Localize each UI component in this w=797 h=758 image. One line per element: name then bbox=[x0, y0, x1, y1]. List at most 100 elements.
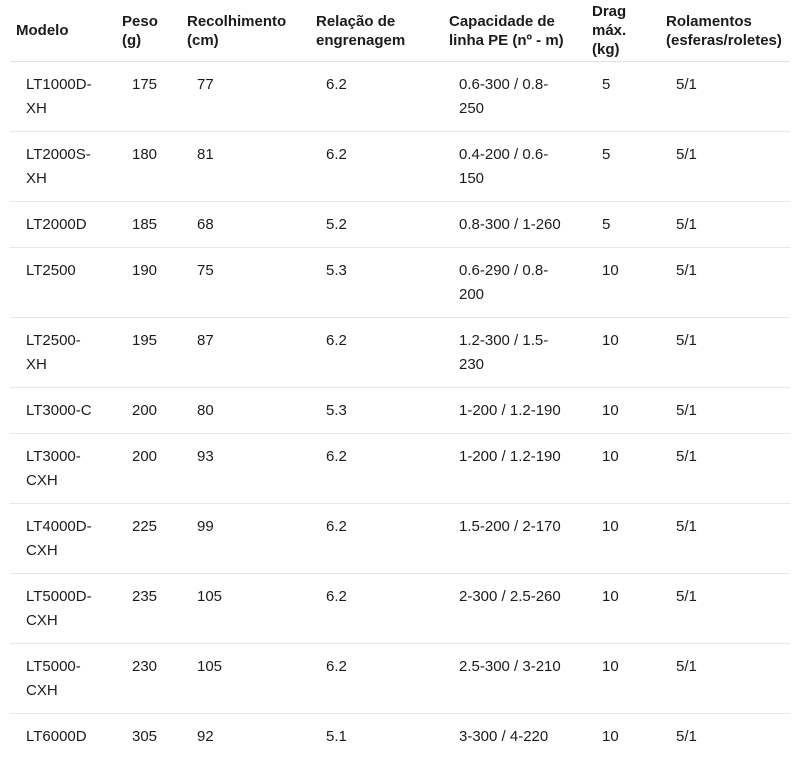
cell-drag: 10 bbox=[586, 433, 660, 504]
table-row: LT2000D 185 68 5.2 0.8-300 / 1-260 5 5/1 bbox=[10, 201, 790, 248]
cell-recolhimento: 87 bbox=[181, 317, 310, 388]
cell-drag: 10 bbox=[586, 247, 660, 318]
cell-modelo: LT5000D-CXH bbox=[10, 573, 116, 644]
cell-rolamentos: 5/1 bbox=[660, 61, 790, 132]
header-row: Modelo Peso (g) Recolhimento (cm) Relaçã… bbox=[10, 0, 790, 62]
cell-drag: 5 bbox=[586, 201, 660, 248]
cell-recolhimento: 80 bbox=[181, 387, 310, 434]
cell-modelo: LT5000-CXH bbox=[10, 643, 116, 714]
cell-modelo: LT2500-XH bbox=[10, 317, 116, 388]
cell-rolamentos: 5/1 bbox=[676, 728, 697, 745]
cell-capacidade: 0.6-300 / 0.8-250 bbox=[443, 61, 586, 132]
cell-drag: 10 bbox=[586, 317, 660, 388]
col-header-relacao: Relação de engrenagem bbox=[310, 0, 443, 62]
cell-relacao: 6.2 bbox=[310, 433, 443, 504]
cell-peso: 230 bbox=[116, 643, 181, 714]
cell-peso: 195 bbox=[116, 317, 181, 388]
cell-recolhimento: 81 bbox=[181, 131, 310, 202]
table-row: LT3000-CXH 200 93 6.2 1-200 / 1.2-190 10 5/1 bbox=[10, 433, 790, 504]
cell-drag: 5 bbox=[586, 131, 660, 202]
table-row: LT4000D-CXH 225 99 6.2 1.5-200 / 2-170 10 5/1 bbox=[10, 503, 790, 574]
cell-capacidade: 1-200 / 1.2-190 bbox=[443, 433, 586, 504]
table-row: LT2500 190 75 5.3 0.6-290 / 0.8-200 10 5/1 bbox=[10, 247, 790, 318]
cell-recolhimento: 99 bbox=[181, 503, 310, 574]
col-header-capacidade: Capacidade de linha PE (nº - m) bbox=[443, 0, 586, 62]
cell-capacidade: 3-300 / 4-220 bbox=[459, 728, 549, 745]
cell-modelo: LT3000-CXH bbox=[10, 433, 116, 504]
cell-capacidade: 1.5-200 / 2-170 bbox=[443, 503, 586, 574]
cell-peso: 225 bbox=[116, 503, 181, 574]
cell-drag: 10 bbox=[586, 643, 660, 714]
table-row: LT3000-C 200 80 5.3 1-200 / 1.2-190 10 5/1 bbox=[10, 387, 790, 434]
cell-modelo: LT1000D-XH bbox=[10, 61, 116, 132]
cell-rolamentos: 5/1 bbox=[660, 201, 790, 248]
cell-recolhimento: 93 bbox=[181, 433, 310, 504]
cell-recolhimento: 75 bbox=[181, 247, 310, 318]
cell-peso: 200 bbox=[116, 387, 181, 434]
cell-recolhimento: 105 bbox=[181, 643, 310, 714]
cell-modelo: LT3000-C bbox=[10, 387, 116, 434]
cell-recolhimento: 77 bbox=[181, 61, 310, 132]
cell-capacidade: 0.4-200 / 0.6-150 bbox=[443, 131, 586, 202]
cell-drag: 10 bbox=[586, 387, 660, 434]
cell-rolamentos: 5/1 bbox=[660, 433, 790, 504]
cell-capacidade: 2.5-300 / 3-210 bbox=[443, 643, 586, 714]
cell-peso: 305 bbox=[132, 728, 158, 745]
table-header: Modelo Peso (g) Recolhimento (cm) Relaçã… bbox=[10, 0, 790, 62]
cell-relacao: 6.2 bbox=[310, 643, 443, 714]
cell-rolamentos: 5/1 bbox=[660, 503, 790, 574]
cell-modelo: LT2500 bbox=[10, 247, 116, 318]
table-row: LT6000D 305 92 5.1 3-300 / 4-220 10 5/1 bbox=[10, 714, 790, 758]
cell-modelo: LT2000S-XH bbox=[10, 131, 116, 202]
cell-peso: 235 bbox=[116, 573, 181, 644]
cell-peso: 200 bbox=[116, 433, 181, 504]
cell-capacidade: 2-300 / 2.5-260 bbox=[443, 573, 586, 644]
table-row: LT5000-CXH 230 105 6.2 2.5-300 / 3-210 10 5/1 bbox=[10, 643, 790, 714]
cell-rolamentos: 5/1 bbox=[660, 387, 790, 434]
cell-peso: 175 bbox=[116, 61, 181, 132]
col-header-modelo: Modelo bbox=[10, 0, 116, 62]
table-row: LT2500-XH 195 87 6.2 1.2-300 / 1.5-230 10 5/1 bbox=[10, 317, 790, 388]
cell-relacao: 6.2 bbox=[310, 61, 443, 132]
cell-drag: 10 bbox=[586, 573, 660, 644]
cell-relacao: 5.1 bbox=[326, 728, 347, 745]
cell-drag: 10 bbox=[586, 503, 660, 574]
cell-recolhimento: 92 bbox=[197, 728, 214, 745]
cell-capacidade: 0.8-300 / 1-260 bbox=[443, 201, 586, 248]
cell-relacao: 5.2 bbox=[310, 201, 443, 248]
cell-relacao: 5.3 bbox=[310, 387, 443, 434]
cell-recolhimento: 105 bbox=[181, 573, 310, 644]
cell-drag: 5 bbox=[586, 61, 660, 132]
table-body: LT1000D-XH 175 77 6.2 0.6-300 / 0.8-250 5 5/1 L… bbox=[10, 61, 790, 758]
cell-modelo: LT6000D bbox=[26, 728, 87, 745]
cell-peso: 185 bbox=[116, 201, 181, 248]
cell-rolamentos: 5/1 bbox=[660, 247, 790, 318]
table-row: LT2000S-XH 180 81 6.2 0.4-200 / 0.6-150 5 5/1 bbox=[10, 131, 790, 202]
cell-recolhimento: 68 bbox=[181, 201, 310, 248]
cell-rolamentos: 5/1 bbox=[660, 573, 790, 644]
cell-relacao: 6.2 bbox=[310, 131, 443, 202]
cell-capacidade: 1.2-300 / 1.5-230 bbox=[443, 317, 586, 388]
cell-rolamentos: 5/1 bbox=[660, 643, 790, 714]
table-row: LT1000D-XH 175 77 6.2 0.6-300 / 0.8-250 5 5/1 bbox=[10, 61, 790, 132]
table-row: LT5000D-CXH 235 105 6.2 2-300 / 2.5-260 10 5/1 bbox=[10, 573, 790, 644]
cell-capacidade: 0.6-290 / 0.8-200 bbox=[443, 247, 586, 318]
col-header-rolamentos: Rolamentos (esferas/roletes) bbox=[660, 0, 790, 62]
col-header-drag: Drag máx. (kg) bbox=[586, 0, 660, 62]
cell-rolamentos: 5/1 bbox=[660, 131, 790, 202]
cell-drag: 10 bbox=[602, 728, 619, 745]
cell-rolamentos: 5/1 bbox=[660, 317, 790, 388]
cell-modelo: LT2000D bbox=[10, 201, 116, 248]
cell-peso: 190 bbox=[116, 247, 181, 318]
cell-peso: 180 bbox=[116, 131, 181, 202]
cell-relacao: 6.2 bbox=[310, 317, 443, 388]
cell-relacao: 6.2 bbox=[310, 573, 443, 644]
cell-modelo: LT4000D-CXH bbox=[10, 503, 116, 574]
cell-relacao: 6.2 bbox=[310, 503, 443, 574]
cell-capacidade: 1-200 / 1.2-190 bbox=[443, 387, 586, 434]
reel-specs-table: Modelo Peso (g) Recolhimento (cm) Relaçã… bbox=[10, 0, 790, 758]
cell-relacao: 5.3 bbox=[310, 247, 443, 318]
col-header-peso: Peso (g) bbox=[116, 0, 181, 62]
col-header-recolhimento: Recolhimento (cm) bbox=[181, 0, 310, 62]
